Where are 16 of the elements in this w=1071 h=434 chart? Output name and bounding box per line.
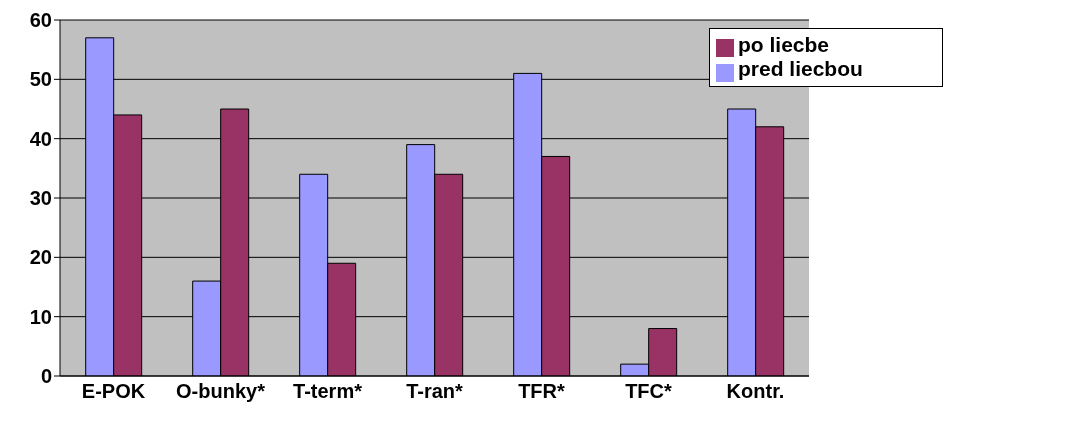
- y-tick-label: 20: [29, 246, 52, 269]
- y-tick-label: 60: [29, 9, 52, 32]
- x-tick-label: TFC*: [625, 380, 673, 403]
- x-tick-label: TFR*: [518, 380, 566, 403]
- y-tick-label: 50: [29, 68, 52, 91]
- y-tick-label: 0: [40, 365, 52, 388]
- legend-label: po liecbe: [738, 33, 830, 56]
- x-tick-label: E-POK: [81, 380, 146, 403]
- x-tick-label: T-ran*: [406, 380, 464, 403]
- y-tick-label: 10: [29, 305, 52, 328]
- x-tick-label: Kontr.: [726, 380, 785, 403]
- y-tick-label: 40: [29, 127, 52, 150]
- legend-label: pred liecbou: [738, 57, 863, 81]
- x-tick-label: O-bunky*: [176, 380, 266, 403]
- y-tick-label: 30: [29, 187, 52, 210]
- x-tick-label: T-term*: [293, 380, 363, 403]
